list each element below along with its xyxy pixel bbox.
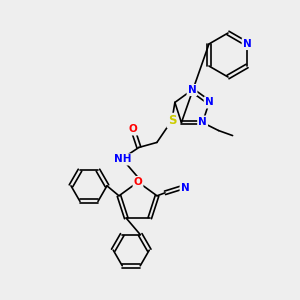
Text: N: N — [243, 39, 251, 49]
Text: O: O — [134, 177, 142, 187]
Text: N: N — [181, 183, 189, 193]
Text: O: O — [128, 124, 137, 134]
Text: N: N — [198, 117, 207, 127]
Text: NH: NH — [114, 154, 132, 164]
Text: S: S — [168, 114, 176, 127]
Text: N: N — [188, 85, 196, 95]
Text: N: N — [205, 98, 214, 107]
